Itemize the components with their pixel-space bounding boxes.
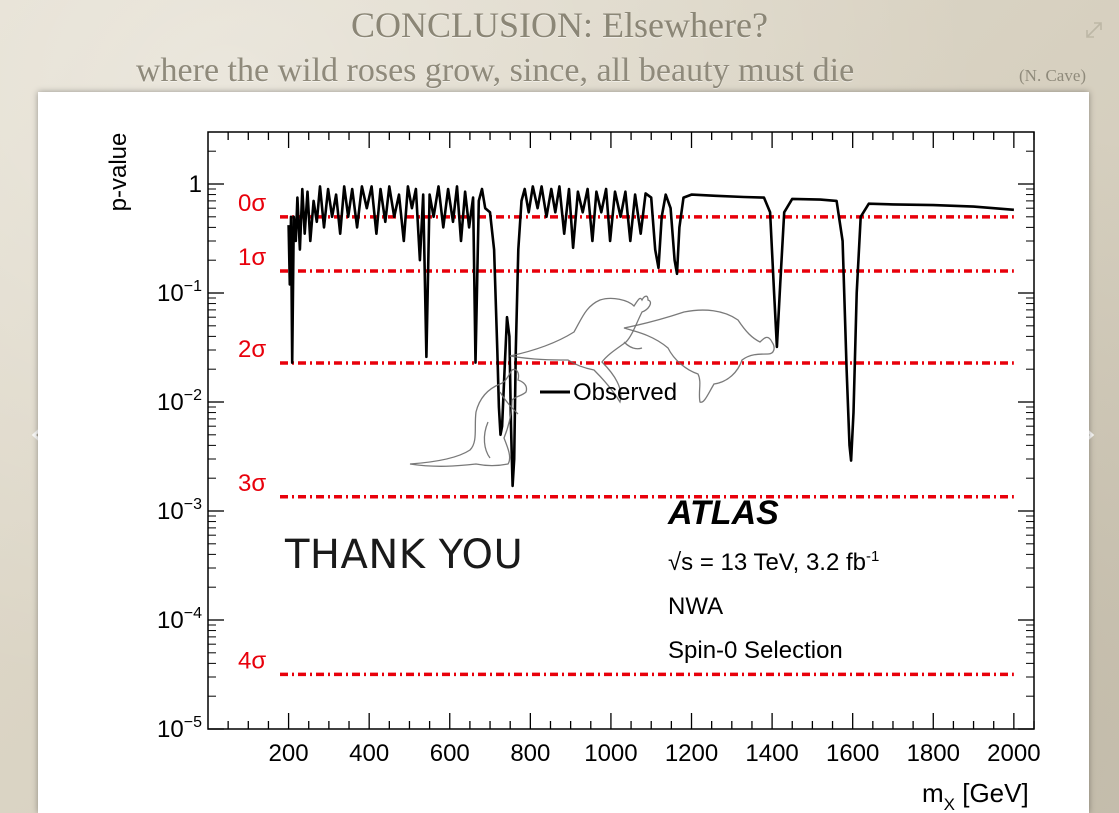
x-axis-label-unit: [GeV] (955, 778, 1029, 808)
y-tick-label-base: 10 (157, 280, 184, 307)
legend-label-observed: Observed (573, 379, 677, 406)
x-tick-label: 1400 (745, 740, 798, 767)
annotation-energy: √s = 13 TeV, 3.2 fb-1 (668, 548, 879, 576)
sigma-label: 2σ (238, 336, 266, 363)
y-tick-label-base: 10 (157, 716, 184, 743)
x-tick-label: 1800 (907, 740, 960, 767)
y-tick-label-exp: −2 (184, 387, 202, 404)
slide-title: CONCLUSION: Elsewhere? (351, 5, 768, 45)
x-axis-label-sub: X (944, 795, 955, 813)
x-axis-label-main: m (922, 778, 944, 808)
x-tick-label: 2000 (987, 740, 1040, 767)
x-tick-label: 1600 (826, 740, 879, 767)
sigma-label: 1σ (238, 244, 266, 271)
y-tick-label: 10−1 (157, 278, 202, 307)
series-line-observed (287, 185, 1015, 488)
slide-subtitle: where the wild roses grow, since, all be… (136, 52, 855, 89)
expand-icon[interactable] (1084, 20, 1104, 40)
y-tick-label: 10−4 (157, 605, 202, 634)
x-axis-label: mX [GeV] (922, 778, 1029, 813)
y-tick-label-exp: −1 (184, 278, 202, 295)
x-tick-label: 600 (430, 740, 470, 767)
thank-you-text: THANK YOU (285, 532, 524, 578)
chart-figure: 200 400 600 800 1000 1200 1400 1600 1800 2000 1 10−… (38, 92, 1089, 813)
sigma-label: 4σ (238, 647, 266, 674)
x-tick-label: 400 (349, 740, 389, 767)
y-tick-label-base: 10 (157, 389, 184, 416)
annotation-selection: Spin-0 Selection (668, 637, 843, 664)
annotation-model: NWA (668, 593, 723, 620)
y-tick-label-exp: −5 (184, 714, 202, 731)
annotation-experiment: ATLAS (667, 494, 779, 532)
plot-frame (207, 131, 1035, 730)
annotation-energy-text: √s = 13 TeV, 3.2 fb (668, 549, 866, 576)
sigma-label: 0σ (238, 190, 266, 217)
kangaroo-icon (409, 368, 528, 467)
y-tick-label-base: 10 (157, 498, 184, 525)
x-tick-label: 800 (510, 740, 550, 767)
kangaroo-icon (623, 309, 775, 403)
y-tick-label: 1 (189, 171, 202, 198)
y-tick-label: 10−3 (157, 496, 202, 525)
x-tick-label: 200 (269, 740, 309, 767)
y-tick-label-exp: −4 (184, 605, 202, 622)
p-value-chart: 200 400 600 800 1000 1200 1400 1600 1800 2000110−… (105, 131, 1041, 813)
slide-attribution: (N. Cave) (1019, 66, 1087, 85)
y-tick-label: 10−2 (157, 387, 202, 416)
y-tick-label-base: 10 (157, 607, 184, 634)
y-axis-label: p-value (105, 133, 132, 212)
y-tick-label: 10−5 (157, 714, 202, 743)
annotation-energy-sup: -1 (866, 548, 879, 565)
x-tick-label: 1200 (665, 740, 718, 767)
kangaroo-icon (509, 295, 652, 404)
y-tick-label-exp: −3 (184, 496, 202, 513)
sigma-label: 3σ (238, 470, 266, 497)
x-tick-label: 1000 (584, 740, 637, 767)
